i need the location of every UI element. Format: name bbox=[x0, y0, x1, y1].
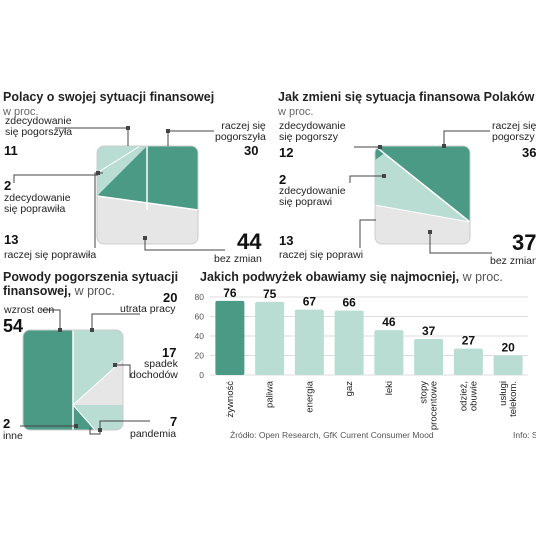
p1-label-worse: raczej się pogorszyła bbox=[215, 120, 266, 143]
category-label: usługi telekom. bbox=[498, 381, 519, 417]
p2-label-worse-strong: zdecydowanie się pogorszy bbox=[279, 120, 346, 143]
bar bbox=[414, 338, 444, 375]
p3-value-job: 20 bbox=[163, 290, 178, 305]
category-label-line: obuwie bbox=[468, 381, 479, 411]
p1-label-none: bez zmian bbox=[214, 253, 262, 265]
bar bbox=[493, 355, 523, 375]
p2-value-worse: 36 bbox=[522, 145, 536, 160]
category-label-line: paliwa bbox=[265, 380, 276, 408]
bar bbox=[453, 348, 483, 375]
category-label-line: telekom. bbox=[508, 381, 519, 417]
p2-label-worse: raczej się pogorszy bbox=[492, 120, 536, 143]
p1-label-better-strong: zdecydowanie się poprawiła bbox=[4, 192, 71, 215]
bar-value-label: 20 bbox=[501, 341, 515, 355]
p2-label-better: raczej się poprawi bbox=[279, 249, 364, 261]
category-label-line: stopy bbox=[419, 381, 430, 404]
category-label-line: energia bbox=[304, 380, 315, 412]
category-label: stopy procentowe bbox=[419, 381, 440, 430]
panel4-title: Jakich podwyżek obawiamy się najmocniej,… bbox=[200, 270, 503, 284]
category-label: paliwa bbox=[265, 380, 276, 408]
y-tick-label: 0 bbox=[199, 370, 204, 380]
p1-value-better: 13 bbox=[4, 232, 19, 247]
bar-value-label: 76 bbox=[223, 286, 237, 300]
bar-value-label: 37 bbox=[422, 324, 436, 338]
panel1-unit: w proc. bbox=[3, 106, 39, 118]
y-tick-label: 40 bbox=[195, 331, 205, 341]
bar-value-label: 27 bbox=[462, 334, 476, 348]
p2-value-better: 13 bbox=[279, 233, 294, 248]
p1-value-none: 44 bbox=[237, 229, 262, 254]
p3-value-pandemic: 7 bbox=[170, 414, 178, 429]
category-label: żywność bbox=[225, 381, 236, 418]
panel3-title-line2-text: finansowej, bbox=[3, 284, 72, 298]
category-label-line: żywność bbox=[225, 381, 236, 418]
p1-value-better-strong: 2 bbox=[4, 178, 12, 193]
p2-value-none: 37 bbox=[512, 230, 536, 255]
bar bbox=[294, 309, 324, 375]
p3-label-job: utrata pracy bbox=[120, 303, 176, 315]
p3-value-prices: 54 bbox=[3, 316, 24, 336]
p3-label-pandemic: pandemia bbox=[130, 428, 177, 440]
p3-label-income: spadek dochodów bbox=[130, 358, 178, 381]
bar bbox=[334, 310, 364, 375]
info-note: Info: S bbox=[513, 430, 536, 440]
p3-value-income: 17 bbox=[162, 345, 177, 360]
y-tick-label: 60 bbox=[195, 312, 205, 322]
category-label-line: odzież, bbox=[458, 381, 469, 411]
p2-value-better-strong: 2 bbox=[279, 172, 287, 187]
panel1-title: Polacy o swojej sytuacji finansowej bbox=[3, 90, 215, 104]
p1-label-better: raczej się poprawiła bbox=[4, 249, 97, 261]
panel4-title-text: Jakich podwyżek obawiamy się najmocniej, bbox=[200, 270, 460, 284]
category-label: gaz bbox=[344, 381, 355, 397]
p1-value-worse-strong: 11 bbox=[4, 143, 18, 158]
source-note: Źródło: Open Research, GfK Current Consu… bbox=[230, 430, 434, 440]
category-label-line: gaz bbox=[344, 381, 355, 397]
panel2-title: Jak zmieni się sytuacja finansowa Polakó… bbox=[278, 90, 535, 104]
panel3-title-line1: Powody pogorszenia sytuacji bbox=[3, 270, 179, 284]
p2-label-none: bez zmian bbox=[490, 255, 536, 267]
category-label-line: procentowe bbox=[429, 381, 440, 430]
category-label-line: leki bbox=[384, 381, 395, 395]
p3-label-other: inne bbox=[3, 430, 23, 442]
p2-label-better-strong: zdecydowanie się poprawi bbox=[279, 185, 346, 208]
p1-label-worse-strong: zdecydowanie się pogorszyła bbox=[5, 115, 73, 138]
category-label: leki bbox=[384, 381, 395, 395]
panel3-unit: w proc. bbox=[74, 284, 115, 298]
panel2-unit: w proc. bbox=[278, 106, 314, 118]
bar-value-label: 75 bbox=[263, 287, 277, 301]
panel3-title-line2: finansowej, w proc. bbox=[3, 284, 115, 298]
y-tick-label: 80 bbox=[195, 292, 205, 302]
bar-value-label: 66 bbox=[342, 296, 356, 310]
p2-value-worse-strong: 12 bbox=[279, 145, 294, 160]
p3-label-prices: wzrost cen bbox=[4, 304, 55, 316]
panel4-unit: w proc. bbox=[462, 270, 503, 284]
bar bbox=[255, 301, 285, 375]
category-label: odzież, obuwie bbox=[458, 381, 479, 411]
bar-value-label: 46 bbox=[382, 315, 396, 329]
p3-value-other: 2 bbox=[3, 416, 11, 431]
bar bbox=[374, 330, 404, 375]
y-tick-label: 20 bbox=[195, 351, 205, 361]
bar-value-label: 67 bbox=[303, 295, 317, 309]
p1-value-worse: 30 bbox=[244, 143, 259, 158]
category-label-line: usługi bbox=[498, 381, 509, 406]
category-label: energia bbox=[304, 380, 315, 412]
bar bbox=[215, 300, 245, 375]
